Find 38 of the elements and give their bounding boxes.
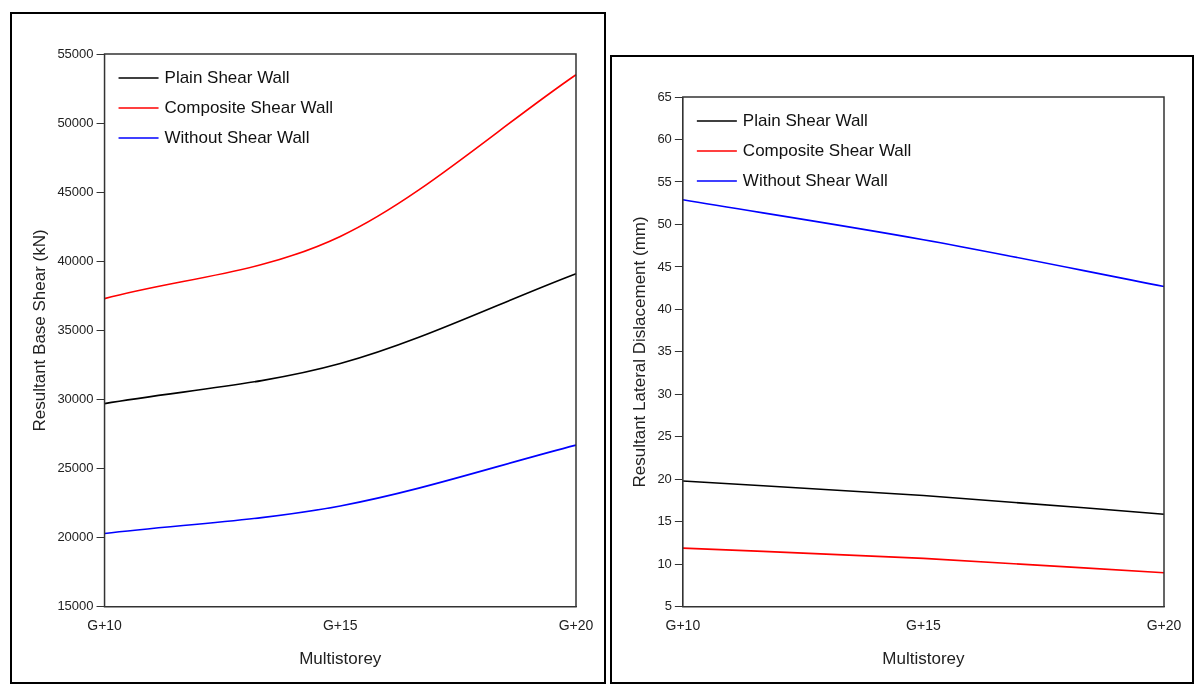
legend-label: Without Shear Wall [164,127,310,147]
x-tick-label: G+10 [665,617,701,634]
legend-label: Plain Shear Wall [164,67,290,87]
y-axis-title: Resultant Lateral Dislacement (mm) [629,216,649,488]
y-tick-label: 15 [657,513,672,529]
x-axis-title: Multistorey [882,649,966,669]
y-tick-label: 25 [657,428,672,444]
y-tick-label: 30000 [57,391,94,407]
y-tick-label: 35000 [57,321,94,337]
y-tick-label: 10 [657,555,672,571]
y-tick-label: 40000 [57,252,94,268]
x-tick-label: G+10 [87,617,123,634]
y-tick-label: 45 [657,258,672,274]
y-tick-label: 50 [657,216,672,232]
y-tick-label: 15000 [57,598,94,614]
y-tick-label: 25000 [57,460,94,476]
legend-label: Without Shear Wall [742,170,888,190]
y-tick-label: 30 [657,385,672,401]
x-axis-title: Multistorey [299,649,382,669]
y-tick-label: 55000 [57,45,94,61]
x-tick-label: G+20 [1146,617,1182,634]
y-tick-label: 20000 [57,529,94,545]
legend-label: Composite Shear Wall [742,140,912,160]
legend-label: Plain Shear Wall [742,110,868,130]
x-tick-label: G+15 [322,617,358,634]
y-tick-label: 5 [664,598,672,614]
y-tick-label: 20 [657,470,672,486]
legend-label: Composite Shear Wall [164,97,334,117]
x-tick-label: G+15 [906,617,941,634]
y-tick-label: 40 [657,300,672,316]
y-tick-label: 60 [657,131,672,147]
y-tick-label: 50000 [57,114,94,130]
y-tick-label: 45000 [57,183,94,199]
x-tick-label: G+20 [558,617,594,634]
y-tick-label: 35 [657,343,672,359]
y-axis-title: Resultant Base Shear (kN) [29,229,49,432]
y-tick-label: 55 [657,173,672,189]
y-tick-label: 65 [657,88,672,104]
